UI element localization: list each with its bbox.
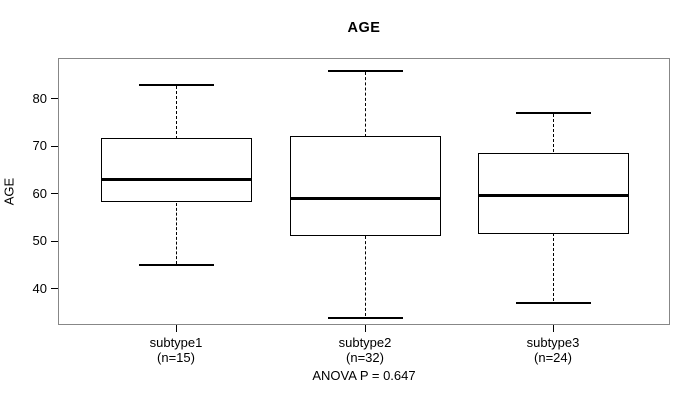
upper-whisker-line <box>176 86 177 139</box>
lower-whisker-line <box>176 203 177 264</box>
upper-whisker-line <box>553 114 554 152</box>
median-line <box>290 197 441 200</box>
x-category-label: subtype1 (n=15) <box>106 335 246 365</box>
median-line <box>478 194 629 197</box>
anova-annotation: ANOVA P = 0.647 <box>312 368 416 383</box>
x-category-name: subtype1 <box>149 335 203 350</box>
x-tick-mark <box>365 325 366 332</box>
x-category-name: subtype2 <box>338 335 392 350</box>
lower-whisker-cap <box>139 264 214 266</box>
x-category-label: subtype2 (n=32) <box>295 335 435 365</box>
lower-whisker-line <box>365 236 366 316</box>
upper-whisker-line <box>365 72 366 137</box>
y-tick-label: 50 <box>32 233 47 248</box>
x-category-count: (n=32) <box>346 350 384 365</box>
x-category-name: subtype3 <box>526 335 580 350</box>
y-tick-mark <box>51 146 58 147</box>
upper-whisker-cap <box>139 84 214 86</box>
x-category-count: (n=15) <box>157 350 195 365</box>
upper-whisker-cap <box>328 70 403 72</box>
upper-whisker-cap <box>516 112 591 114</box>
y-tick-label: 40 <box>32 281 47 296</box>
iqr-box <box>101 138 252 202</box>
lower-whisker-cap <box>516 302 591 304</box>
chart-title: AGE <box>347 20 381 36</box>
x-category-label: subtype3 (n=24) <box>483 335 623 365</box>
y-tick-mark <box>51 98 58 99</box>
y-tick-label: 70 <box>32 138 47 153</box>
x-tick-mark <box>176 325 177 332</box>
lower-whisker-cap <box>328 317 403 319</box>
y-tick-mark <box>51 241 58 242</box>
median-line <box>101 178 252 181</box>
y-tick-mark <box>51 288 58 289</box>
lower-whisker-line <box>553 233 554 301</box>
y-tick-mark <box>51 193 58 194</box>
x-tick-mark <box>553 325 554 332</box>
iqr-box <box>290 136 441 236</box>
iqr-box <box>478 153 629 234</box>
y-tick-label: 80 <box>32 91 47 106</box>
y-tick-label: 60 <box>32 186 47 201</box>
x-category-count: (n=24) <box>534 350 572 365</box>
